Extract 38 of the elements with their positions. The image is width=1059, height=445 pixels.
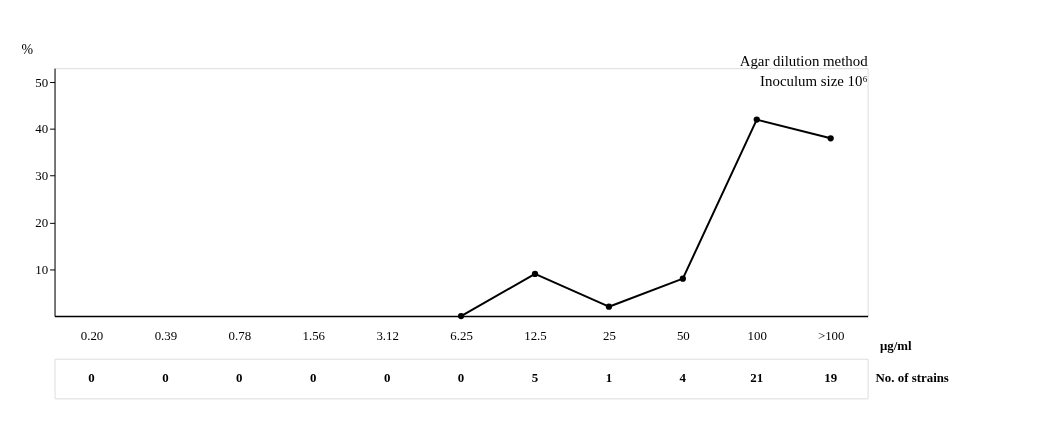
point	[531, 270, 539, 278]
point	[753, 116, 760, 123]
text: 19	[824, 371, 838, 386]
point	[457, 312, 465, 320]
x-axis-title: μg/ml	[880, 339, 913, 354]
x-tick-label: 0.39	[154, 329, 178, 344]
point	[827, 135, 834, 142]
point	[605, 303, 613, 310]
y-axis-title: %	[21, 41, 34, 57]
y-tick-label: 20	[35, 215, 49, 230]
x-tick-label: 100	[747, 329, 767, 344]
annotation: Agar dilution method	[739, 53, 869, 70]
text: 0	[457, 371, 465, 386]
text: 1	[605, 371, 613, 386]
x-tick-label: >100	[817, 329, 845, 344]
x-tick-label: 1.56	[302, 329, 326, 344]
text: 0	[236, 371, 243, 386]
x-tick-label: 6.25	[450, 329, 473, 344]
x-tick-label: 0.78	[228, 329, 252, 344]
text: 5	[531, 371, 539, 386]
point	[679, 275, 686, 282]
annotation: Inoculum size 10⁶	[760, 73, 868, 90]
y-tick-label: 50	[35, 75, 49, 90]
y-tick-label: 30	[35, 169, 49, 184]
y-tick-label: 40	[35, 122, 49, 137]
x-tick-label: 0.20	[80, 329, 104, 344]
x-tick-label: 50	[676, 329, 690, 344]
x-tick-label: 25	[602, 329, 616, 344]
text: 0	[383, 371, 391, 386]
text: 0	[88, 371, 95, 386]
x-tick-label: 3.12	[376, 329, 399, 344]
x-tick-label: 12.5	[524, 329, 547, 344]
y-tick-label: 10	[35, 262, 49, 277]
text: 0	[310, 371, 317, 386]
text: 0	[162, 371, 169, 386]
text: 4	[679, 371, 687, 386]
text: 21	[750, 371, 764, 386]
text: No. of strains	[875, 371, 949, 386]
